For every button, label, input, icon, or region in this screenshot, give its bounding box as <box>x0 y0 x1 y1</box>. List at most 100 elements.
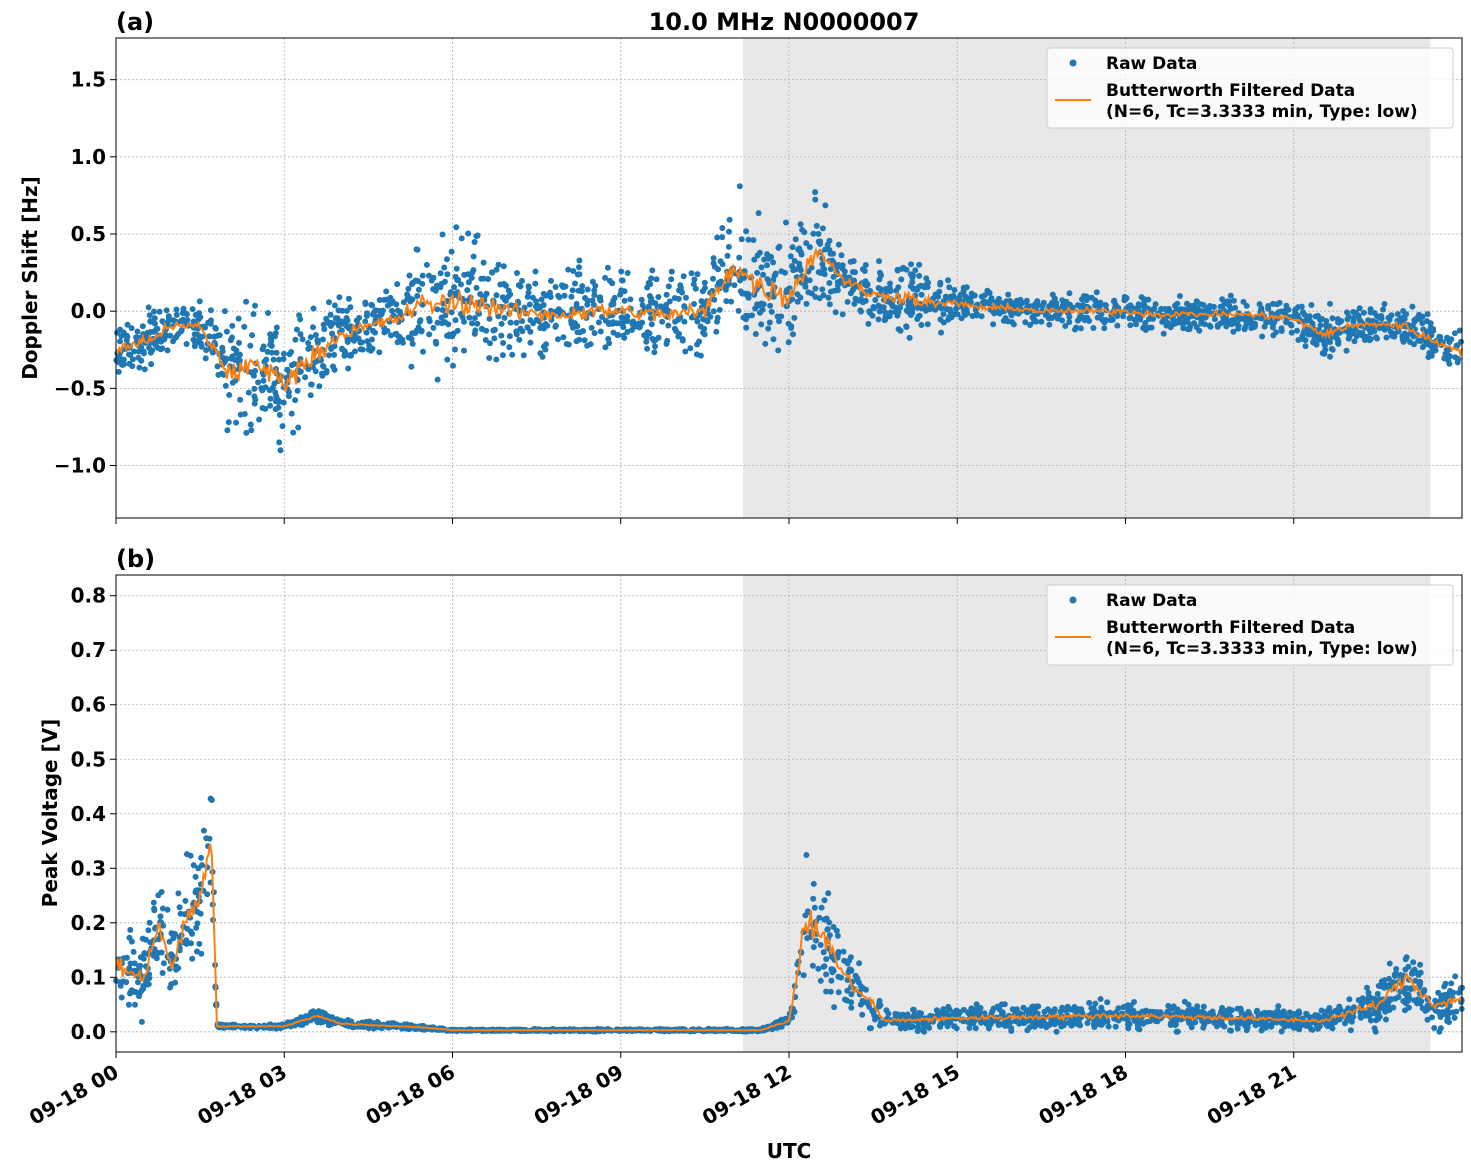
raw-data-point <box>883 1007 890 1014</box>
raw-data-point <box>381 325 388 332</box>
raw-data-point <box>582 295 588 301</box>
raw-data-point <box>787 253 794 260</box>
raw-data-point <box>1393 966 1400 972</box>
raw-data-point <box>299 336 306 343</box>
raw-data-point <box>135 979 141 986</box>
legend-filtered-params: (N=6, Tc=3.3333 min, Type: low) <box>1106 639 1418 659</box>
raw-data-point <box>576 336 583 343</box>
raw-data-point <box>173 306 180 313</box>
raw-data-point <box>1357 1009 1364 1016</box>
raw-data-point <box>439 320 446 327</box>
raw-data-point <box>691 276 698 283</box>
raw-data-point <box>857 983 864 990</box>
raw-data-point <box>275 399 282 406</box>
raw-data-point <box>648 275 655 282</box>
raw-data-point <box>841 268 848 275</box>
raw-data-point <box>131 988 138 995</box>
raw-data-point <box>1031 1005 1038 1012</box>
raw-data-point <box>1211 316 1218 323</box>
raw-data-point <box>621 288 628 295</box>
x-tick-label: 09-18 21 <box>1203 1060 1301 1130</box>
raw-data-point <box>1367 306 1374 313</box>
raw-data-point <box>450 362 456 369</box>
raw-data-point <box>990 1005 997 1012</box>
raw-data-point <box>745 294 752 301</box>
raw-data-point <box>796 260 803 267</box>
raw-data-point <box>362 299 369 306</box>
raw-data-point <box>1172 1021 1179 1028</box>
raw-data-point <box>1142 320 1149 326</box>
y-tick-label: 0.1 <box>71 965 106 989</box>
raw-data-point <box>156 308 163 315</box>
raw-data-point <box>260 343 267 350</box>
raw-data-point <box>659 318 666 325</box>
raw-data-point <box>154 325 161 332</box>
raw-data-point <box>1308 302 1315 308</box>
raw-data-point <box>797 221 804 228</box>
raw-data-point <box>718 278 724 285</box>
raw-data-point <box>1281 1011 1288 1018</box>
raw-data-point <box>498 320 505 327</box>
raw-data-point <box>437 270 444 277</box>
raw-data-point <box>844 987 851 994</box>
raw-data-point <box>1206 322 1213 329</box>
raw-data-point <box>1276 1010 1283 1017</box>
raw-data-point <box>1030 1020 1036 1027</box>
raw-data-point <box>486 355 493 361</box>
raw-data-point <box>480 259 487 266</box>
raw-data-point <box>813 937 819 944</box>
raw-data-point <box>319 372 326 379</box>
raw-data-point <box>569 287 576 294</box>
raw-data-point <box>130 356 136 363</box>
raw-data-point <box>331 351 338 358</box>
raw-data-point <box>1394 311 1401 318</box>
raw-data-point <box>540 302 547 308</box>
raw-data-point <box>1381 977 1388 984</box>
raw-data-point <box>249 332 256 339</box>
raw-data-point <box>156 337 163 344</box>
raw-data-point <box>203 835 210 842</box>
raw-data-point <box>1124 1004 1131 1010</box>
raw-data-point <box>194 908 201 915</box>
raw-data-point <box>420 348 426 355</box>
raw-data-point <box>127 960 134 967</box>
raw-data-point <box>750 237 757 244</box>
raw-data-point <box>1223 300 1230 307</box>
raw-data-point <box>1134 316 1141 323</box>
raw-data-point <box>1417 961 1424 968</box>
raw-data-point <box>882 313 889 320</box>
legend-filtered-params: (N=6, Tc=3.3333 min, Type: low) <box>1106 102 1418 122</box>
raw-data-point <box>305 340 312 346</box>
raw-data-point <box>501 314 508 321</box>
raw-data-point <box>1226 1006 1233 1013</box>
raw-data-point <box>937 316 944 323</box>
y-tick-label: 0.5 <box>71 222 106 246</box>
raw-data-point <box>465 279 472 286</box>
raw-data-point <box>493 266 500 273</box>
raw-data-point <box>823 956 830 963</box>
raw-data-point <box>565 266 572 273</box>
raw-data-point <box>519 277 525 284</box>
legend: Raw Data Butterworth Filtered Data(N=6, T… <box>1046 47 1454 129</box>
raw-data-point <box>509 351 516 358</box>
raw-data-point <box>858 296 864 303</box>
raw-data-point <box>851 300 858 307</box>
raw-data-point <box>754 301 761 308</box>
raw-data-point <box>1417 338 1424 344</box>
raw-data-point <box>697 323 704 330</box>
raw-data-point <box>877 1002 884 1009</box>
raw-data-point <box>236 339 242 346</box>
raw-data-point <box>145 927 152 934</box>
raw-data-point <box>624 270 631 276</box>
raw-data-point <box>969 1009 976 1016</box>
raw-data-point <box>581 337 588 344</box>
raw-data-point <box>935 293 942 300</box>
raw-data-point <box>172 979 179 986</box>
raw-data-point <box>295 424 302 431</box>
raw-data-point <box>702 285 708 291</box>
raw-data-point <box>1452 354 1459 361</box>
raw-data-point <box>828 966 835 973</box>
raw-data-point <box>1105 1023 1112 1030</box>
raw-data-point <box>821 897 828 904</box>
raw-data-point <box>229 322 236 329</box>
